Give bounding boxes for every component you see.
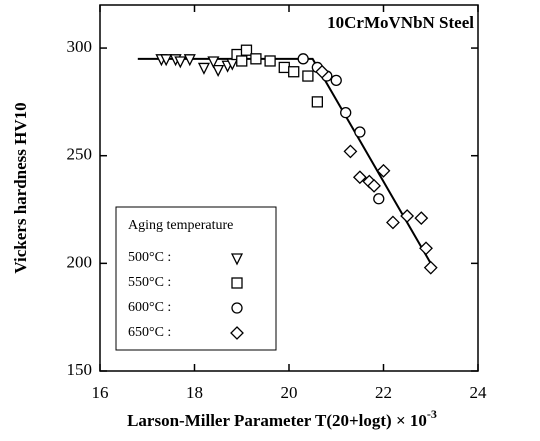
y-tick-label: 150	[67, 360, 93, 379]
data-point	[250, 53, 262, 65]
legend-label: 600°C :	[128, 300, 171, 315]
legend-marker	[230, 326, 244, 340]
data-point	[174, 56, 187, 69]
annotation: 10CrMoVNbN Steel	[327, 13, 474, 32]
legend-label: 550°C :	[128, 275, 171, 290]
data-point	[212, 64, 225, 78]
x-axis-label: Larson-Miller Parameter T(20+logt) × 10-…	[127, 407, 437, 430]
y-tick-label: 300	[67, 37, 93, 56]
legend-marker	[231, 277, 243, 289]
data-point	[302, 70, 314, 82]
data-point	[315, 64, 329, 79]
legend-title: Aging temperature	[128, 218, 233, 233]
data-point	[264, 55, 276, 67]
fit-line	[137, 57, 432, 264]
data-point	[197, 62, 211, 75]
data-point	[400, 209, 415, 223]
data-point	[386, 215, 400, 230]
data-point	[311, 96, 324, 108]
data-point	[423, 260, 438, 275]
x-tick-label: 18	[186, 383, 203, 402]
x-tick-label: 16	[92, 383, 109, 402]
data-point	[160, 54, 173, 67]
data-point	[297, 53, 309, 65]
x-label-main: Larson-Miller Parameter T(20+logt) × 10	[127, 411, 427, 430]
y-tick-label: 200	[67, 252, 93, 271]
data-point	[343, 144, 358, 159]
data-point	[330, 74, 342, 87]
data-point	[373, 193, 385, 205]
data-point	[240, 44, 253, 56]
data-point	[354, 126, 366, 138]
x-tick-label: 24	[470, 383, 488, 402]
data-point	[278, 61, 290, 74]
x-label-sup: -3	[427, 407, 437, 421]
data-point	[352, 170, 367, 185]
x-tick-label: 22	[375, 383, 392, 402]
data-point	[419, 241, 433, 256]
data-point	[207, 56, 220, 69]
data-point	[288, 66, 300, 78]
x-tick-label: 20	[281, 383, 298, 402]
legend-box	[115, 206, 277, 351]
legend-marker	[230, 253, 244, 266]
legend-marker	[231, 302, 243, 314]
y-axis-label: Vickers hardness HV10	[11, 102, 30, 273]
data-point	[367, 178, 381, 193]
legend-label: 650°C :	[128, 325, 171, 340]
data-point	[414, 211, 429, 226]
data-point	[340, 106, 352, 119]
data-point	[376, 163, 391, 178]
y-tick-label: 250	[67, 145, 93, 164]
data-point	[183, 54, 196, 67]
legend-label: 500°C :	[128, 250, 171, 265]
data-point	[236, 55, 248, 67]
